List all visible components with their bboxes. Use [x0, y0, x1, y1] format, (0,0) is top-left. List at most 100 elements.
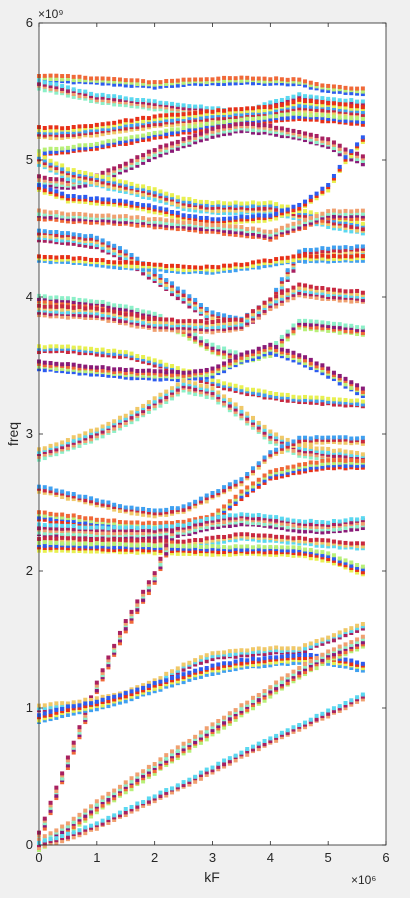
data-point	[268, 514, 273, 519]
data-point	[343, 150, 348, 155]
data-point	[256, 392, 261, 397]
data-point	[164, 510, 169, 515]
data-point	[355, 151, 360, 156]
data-point	[164, 546, 169, 551]
data-point	[308, 468, 313, 473]
data-point	[89, 315, 94, 320]
data-point	[77, 363, 82, 368]
data-point	[268, 232, 273, 237]
data-point	[331, 214, 336, 219]
data-point	[337, 226, 342, 231]
data-point	[303, 211, 308, 216]
data-point	[268, 81, 273, 86]
data-point	[164, 200, 169, 205]
data-point	[164, 108, 169, 113]
data-point	[337, 322, 342, 327]
data-point	[158, 317, 163, 322]
data-point	[187, 384, 192, 389]
data-point	[303, 398, 308, 403]
data-point	[158, 189, 163, 194]
data-point	[129, 257, 134, 262]
data-point	[89, 233, 94, 238]
data-point	[227, 131, 232, 136]
data-point	[117, 369, 122, 374]
data-point	[360, 113, 365, 118]
data-point	[175, 267, 180, 272]
data-point	[54, 346, 59, 351]
data-point	[94, 537, 99, 542]
data-point	[187, 660, 192, 665]
data-point	[285, 353, 290, 358]
data-point	[106, 121, 111, 126]
data-point	[314, 524, 319, 529]
data-point	[164, 221, 169, 226]
data-point	[262, 311, 267, 316]
data-point	[314, 322, 319, 327]
data-point	[331, 661, 336, 666]
data-point	[274, 534, 279, 539]
data-point	[60, 214, 65, 219]
data-point	[303, 253, 308, 258]
data-point	[274, 216, 279, 221]
data-point	[331, 226, 336, 231]
data-point	[123, 694, 128, 699]
data-point	[65, 766, 70, 770]
data-point	[193, 673, 198, 678]
data-point	[170, 148, 175, 153]
data-point	[349, 114, 354, 119]
data-point	[65, 219, 70, 224]
data-point	[60, 515, 65, 520]
data-point	[204, 322, 209, 327]
data-point	[42, 238, 47, 243]
data-point	[349, 398, 354, 403]
data-point	[279, 552, 284, 557]
data-point	[239, 385, 244, 390]
data-point	[152, 508, 157, 513]
data-point	[210, 520, 215, 525]
data-point	[117, 697, 122, 702]
data-point	[308, 83, 313, 88]
data-point	[343, 225, 348, 230]
data-point	[285, 348, 290, 353]
data-point	[245, 421, 250, 426]
data-point	[187, 548, 192, 553]
data-point	[297, 94, 302, 99]
data-point	[158, 199, 163, 204]
data-point	[54, 149, 59, 154]
data-point	[222, 652, 227, 657]
data-point	[94, 347, 99, 352]
data-point	[54, 128, 59, 133]
data-point	[89, 542, 94, 547]
data-point	[262, 79, 267, 84]
data-point	[262, 427, 267, 432]
data-point	[331, 458, 336, 463]
data-point	[175, 674, 180, 679]
data-point	[146, 267, 151, 272]
data-point	[233, 210, 238, 215]
data-point	[303, 225, 308, 230]
data-point	[256, 206, 261, 211]
data-point	[355, 402, 360, 406]
data-point	[187, 118, 192, 123]
data-point	[204, 320, 209, 325]
data-point	[146, 582, 151, 587]
data-point	[77, 305, 82, 310]
data-point	[60, 541, 65, 546]
data-point	[204, 327, 209, 332]
data-point	[54, 146, 59, 151]
data-point	[274, 111, 279, 116]
data-point	[360, 622, 365, 627]
data-point	[54, 367, 59, 372]
data-point	[77, 256, 82, 261]
data-point	[222, 226, 227, 231]
data-point	[320, 296, 325, 301]
data-point	[141, 81, 146, 86]
data-point	[135, 122, 140, 127]
data-point	[94, 213, 99, 218]
data-point	[337, 257, 342, 261]
data-point	[112, 265, 117, 270]
data-point	[279, 259, 284, 264]
data-point	[83, 183, 88, 188]
data-point	[89, 130, 94, 135]
data-point	[355, 256, 360, 261]
